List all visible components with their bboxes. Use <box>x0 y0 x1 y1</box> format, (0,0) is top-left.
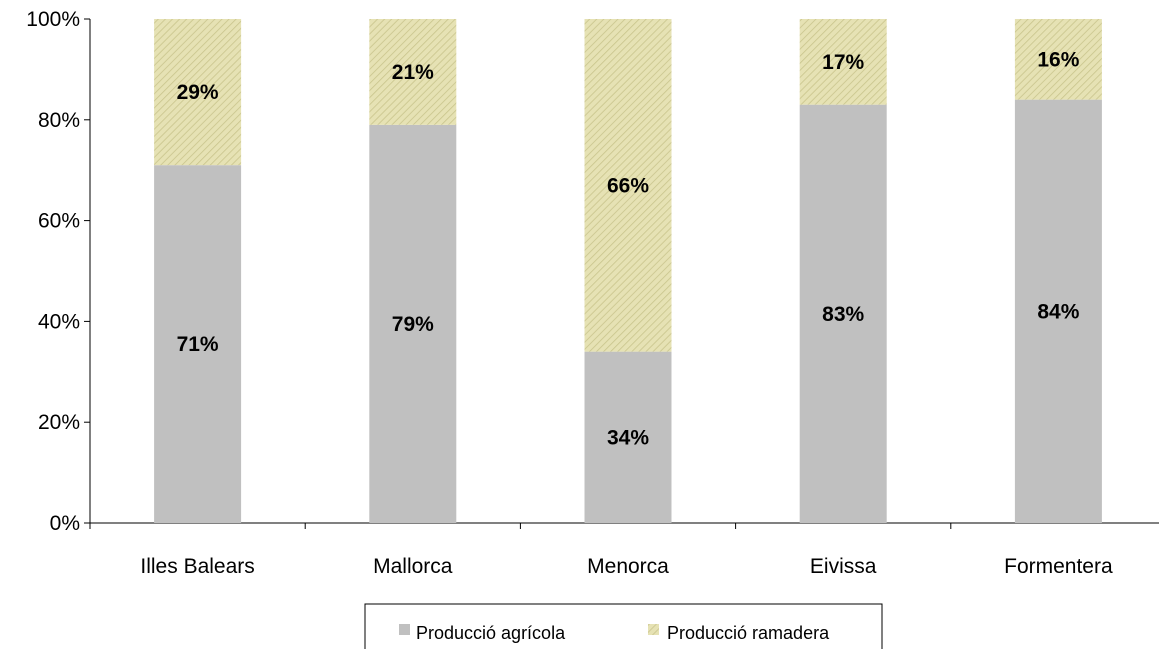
axes: 0% 20% 40% 60% 80% 100% Illes Balears Mallorca M… <box>26 8 1159 578</box>
data-label: 21% <box>392 61 434 84</box>
y-tick-label: 100% <box>26 8 80 31</box>
legend-label-agricola: Producció agrícola <box>416 623 566 643</box>
legend-frame <box>364 603 883 649</box>
bar-segment-ramadera <box>584 19 672 352</box>
data-label: 66% <box>607 174 649 197</box>
legend-label-ramadera: Producció ramadera <box>667 623 830 643</box>
x-tick-label: Menorca <box>587 555 669 578</box>
y-tick-label: 60% <box>38 210 80 233</box>
data-label: 34% <box>607 426 649 449</box>
y-tick-label: 80% <box>38 109 80 132</box>
y-tick-label: 0% <box>50 512 80 535</box>
data-label: 29% <box>177 81 219 104</box>
legend-swatch-ramadera <box>648 624 659 635</box>
bar-segment-ramadera <box>1014 19 1102 100</box>
bar-segment-ramadera <box>369 19 457 125</box>
x-tick-label: Illes Balears <box>140 555 254 578</box>
bar-segment-agricola <box>799 104 887 524</box>
data-label: 17% <box>822 51 864 74</box>
data-label: 83% <box>822 303 864 326</box>
legend-swatch-agricola <box>399 624 410 635</box>
data-label: 84% <box>1037 300 1079 323</box>
x-tick-label: Mallorca <box>373 555 453 578</box>
bar-segment-agricola <box>369 124 457 523</box>
bars <box>154 19 1102 524</box>
data-label: 16% <box>1037 48 1079 71</box>
y-tick-label: 20% <box>38 411 80 434</box>
x-tick-label: Eivissa <box>810 555 877 578</box>
bar-segment-ramadera <box>799 19 887 105</box>
bar-segment-ramadera <box>154 19 242 166</box>
data-labels: 71% 29% 79% 21% 34% 66% 83% 17% 84% 16% <box>177 48 1080 449</box>
bar-segment-agricola <box>584 351 672 523</box>
bar-segment-agricola <box>154 165 242 523</box>
data-label: 71% <box>177 333 219 356</box>
legend: Producció agrícola Producció ramadera <box>364 603 883 649</box>
data-label: 79% <box>392 313 434 336</box>
bar-segment-agricola <box>1014 99 1102 523</box>
x-tick-label: Formentera <box>1004 555 1113 578</box>
y-tick-label: 40% <box>38 310 80 333</box>
